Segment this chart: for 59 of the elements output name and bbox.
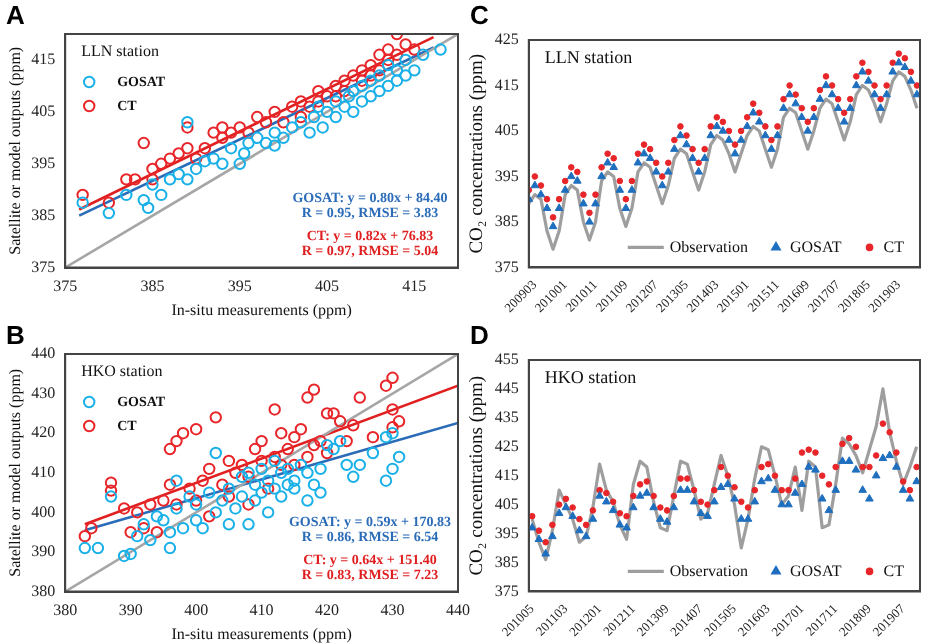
- y-tick-label: 455: [494, 350, 519, 369]
- legend-label: Observation: [669, 237, 749, 256]
- annotation: HKO station: [81, 362, 163, 381]
- y-tick-label: 385: [31, 205, 56, 224]
- y-tick-label: 405: [494, 494, 519, 513]
- legend-label: Observation: [669, 561, 749, 580]
- y-tick-label: 420: [31, 423, 56, 442]
- chart-title: A: [6, 0, 26, 31]
- y-tick-label: 390: [31, 542, 56, 561]
- annotation: HKO station: [544, 366, 638, 387]
- y-axis-title: CO₂ concentrations (ppm): [468, 375, 489, 576]
- legend-label: GOSAT: [789, 561, 842, 580]
- legend-label: CT: [883, 561, 905, 580]
- y-tick-label: 395: [494, 523, 519, 542]
- y-tick-label: 430: [31, 383, 56, 402]
- x-tick-label: 390: [118, 601, 143, 620]
- y-tick-label: 395: [31, 153, 56, 172]
- y-tick-label: 440: [31, 344, 56, 363]
- chart-title: D: [470, 320, 489, 351]
- y-tick-label: 415: [31, 50, 56, 69]
- y-tick-label: 405: [31, 102, 56, 121]
- y-tick-label: 410: [31, 462, 56, 481]
- y-tick-label: 405: [494, 121, 519, 140]
- x-axis-title: In-situ measurements (ppm): [171, 300, 353, 319]
- y-tick-label: 445: [494, 379, 519, 398]
- x-tick-label: 410: [249, 601, 274, 620]
- x-tick-label: 440: [446, 601, 470, 620]
- annotation: LLN station: [81, 42, 159, 61]
- x-tick-label: 375: [53, 277, 78, 296]
- x-tick-label: 395: [227, 277, 252, 296]
- y-tick-label: 385: [494, 552, 519, 571]
- annotation: LLN station: [544, 46, 634, 67]
- y-axis-title: Satellite or model outputs (ppm): [5, 368, 24, 577]
- x-tick-label: 380: [53, 601, 78, 620]
- y-tick-label: 415: [494, 75, 519, 94]
- y-axis-title: Satellite or model outputs (ppm): [5, 46, 24, 255]
- y-tick-label: 400: [31, 502, 56, 521]
- x-tick-label: 430: [380, 601, 405, 620]
- y-axis-title: CO₂ concentrations (ppm): [468, 53, 489, 254]
- x-tick-label: 400: [184, 601, 209, 620]
- y-tick-label: 395: [494, 166, 519, 185]
- y-tick-label: 375: [494, 581, 519, 600]
- y-tick-label: 385: [494, 212, 519, 231]
- y-tick-label: 425: [494, 30, 519, 49]
- legend-label: GOSAT: [789, 237, 842, 256]
- legend-label: CT: [883, 237, 905, 256]
- x-tick-label: 415: [402, 277, 427, 296]
- y-tick-label: 425: [494, 436, 519, 455]
- x-axis-title: In-situ measurements (ppm): [171, 624, 353, 643]
- chart-title: B: [6, 320, 25, 351]
- y-tick-label: 375: [494, 257, 519, 276]
- x-tick-label: 385: [140, 277, 165, 296]
- chart-title: C: [470, 0, 490, 31]
- x-tick-label: 420: [315, 601, 340, 620]
- y-tick-label: 375: [31, 257, 56, 276]
- x-tick-label: 405: [315, 277, 340, 296]
- y-tick-label: 415: [494, 465, 519, 484]
- y-tick-label: 380: [31, 581, 56, 600]
- y-tick-label: 435: [494, 408, 519, 427]
